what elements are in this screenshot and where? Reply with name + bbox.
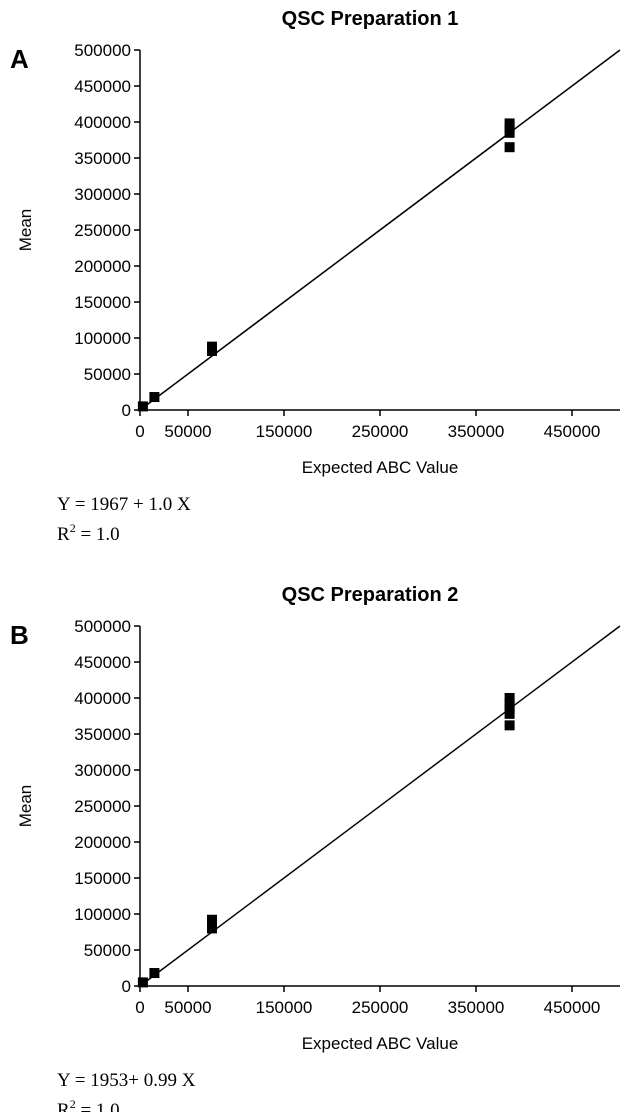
x-tick-label: 350000 — [448, 998, 505, 1017]
y-tick-label: 500000 — [74, 41, 131, 60]
r-base: R — [57, 1100, 70, 1112]
point — [504, 720, 515, 731]
point — [504, 693, 515, 703]
r-rest: = 1.0 — [76, 524, 120, 545]
point — [504, 118, 515, 129]
chart-title: QSC Preparation 2 — [282, 584, 459, 606]
x-tick-label: 250000 — [352, 422, 409, 441]
panel-label: A — [10, 44, 29, 74]
equation: Y = 1953+ 0.99 X — [57, 1070, 196, 1091]
r-sup: 2 — [70, 521, 76, 535]
y-tick-label: 300000 — [74, 761, 131, 780]
y-tick-label: 500000 — [74, 617, 131, 636]
point — [207, 341, 217, 352]
y-tick-label: 150000 — [74, 293, 131, 312]
x-tick-label: 150000 — [256, 998, 313, 1017]
equation: Y = 1967 + 1.0 X — [57, 494, 191, 515]
point — [504, 698, 515, 709]
r-squared: R2 = 1.0 — [57, 521, 120, 545]
y-tick-label: 450000 — [74, 77, 131, 96]
r-squared: R2 = 1.0 — [57, 1097, 120, 1112]
x-tick-label: 150000 — [256, 422, 313, 441]
fit-line — [139, 49, 621, 411]
y-tick-label: 50000 — [84, 941, 131, 960]
y-tick-label: 200000 — [74, 257, 131, 276]
x-tick-label: 50000 — [164, 422, 211, 441]
panel-label: B — [10, 620, 29, 650]
point — [504, 708, 515, 719]
y-axis-label: Mean — [16, 209, 35, 252]
x-tick-label: 350000 — [448, 422, 505, 441]
y-tick-label: 100000 — [74, 329, 131, 348]
point — [149, 392, 160, 403]
y-tick-label: 300000 — [74, 185, 131, 204]
y-tick-label: 350000 — [74, 149, 131, 168]
r-base: R — [57, 524, 70, 545]
y-tick-label: 150000 — [74, 869, 131, 888]
x-axis-label: Expected ABC Value — [302, 1034, 459, 1053]
y-tick-label: 450000 — [74, 653, 131, 672]
r-rest: = 1.0 — [76, 1100, 120, 1112]
y-tick-label: 0 — [122, 401, 131, 420]
point — [504, 142, 515, 153]
y-tick-label: 400000 — [74, 689, 131, 708]
y-tick-label: 250000 — [74, 797, 131, 816]
chart-title: QSC Preparation 1 — [282, 8, 459, 30]
x-axis-label: Expected ABC Value — [302, 458, 459, 477]
point — [207, 923, 217, 934]
y-tick-label: 350000 — [74, 725, 131, 744]
fit-line — [139, 625, 621, 987]
x-tick-label: 0 — [135, 422, 144, 441]
y-tick-label: 250000 — [74, 221, 131, 240]
x-tick-label: 0 — [135, 998, 144, 1017]
point — [137, 977, 148, 988]
x-tick-label: 50000 — [164, 998, 211, 1017]
y-axis-label: Mean — [16, 785, 35, 828]
x-tick-label: 450000 — [544, 998, 601, 1017]
r-sup: 2 — [70, 1097, 76, 1111]
point — [137, 401, 148, 412]
y-tick-label: 200000 — [74, 833, 131, 852]
y-tick-label: 400000 — [74, 113, 131, 132]
point — [207, 914, 217, 925]
point — [149, 968, 160, 979]
y-tick-label: 100000 — [74, 905, 131, 924]
y-tick-label: 50000 — [84, 365, 131, 384]
x-tick-label: 250000 — [352, 998, 409, 1017]
y-tick-label: 0 — [122, 977, 131, 996]
x-tick-label: 450000 — [544, 422, 601, 441]
